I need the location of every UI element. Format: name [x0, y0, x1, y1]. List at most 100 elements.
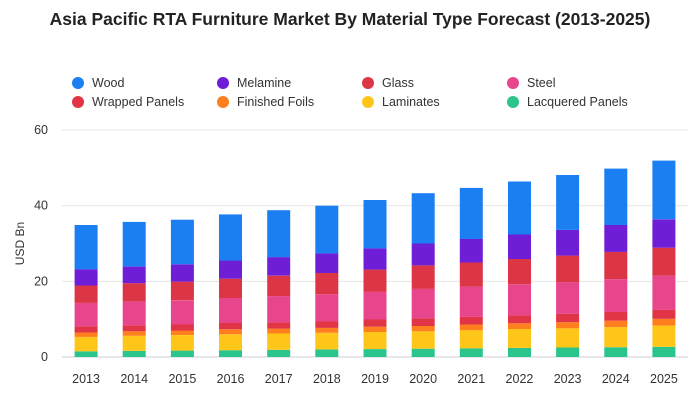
bar-segment — [604, 320, 628, 328]
bar-segment — [459, 324, 483, 331]
bar-segment — [315, 321, 339, 328]
bar-segment — [219, 298, 242, 323]
bar-segment — [604, 251, 628, 279]
x-tick-label: 2019 — [361, 372, 389, 386]
legend-label: Wood — [92, 76, 125, 90]
bar-segment — [122, 283, 146, 302]
y-axis-title: USD Bn — [13, 222, 27, 265]
bar-segment — [459, 348, 483, 357]
bar-segment — [556, 282, 580, 314]
legend-swatch — [72, 96, 84, 108]
bar-segment — [315, 253, 339, 273]
bar-segment — [74, 225, 98, 270]
legend-item[interactable]: Wrapped Panels — [72, 93, 184, 111]
bar-segment — [74, 336, 98, 352]
bar-segment — [363, 326, 387, 332]
legend-swatch — [217, 96, 229, 108]
bar-segment — [122, 221, 146, 267]
bar-segment — [459, 262, 483, 287]
bar-segment — [219, 350, 242, 357]
legend-label: Finished Foils — [237, 95, 315, 109]
bar-segment — [122, 335, 146, 351]
bar-segment — [363, 269, 387, 292]
bar-segment — [508, 181, 531, 235]
bar-segment — [652, 346, 676, 357]
bar-segment — [122, 325, 146, 332]
bar-segment — [74, 326, 98, 333]
bar-segment — [315, 349, 339, 357]
legend-item[interactable]: Laminates — [362, 93, 440, 111]
bar-segment — [170, 264, 194, 282]
bar-segment — [170, 330, 194, 335]
legend-swatch — [72, 77, 84, 89]
y-tick-label: 0 — [41, 350, 48, 364]
bar-segment — [604, 279, 628, 312]
bar-segment — [556, 175, 580, 230]
bar-segment — [652, 325, 676, 347]
bar-segment — [652, 247, 676, 276]
legend-item[interactable]: Melamine — [217, 74, 291, 92]
bar-segment — [74, 351, 98, 357]
bar-segment — [459, 239, 483, 263]
legend-item[interactable]: Steel — [507, 74, 556, 92]
bar-segment — [363, 248, 387, 270]
bar-segment — [652, 318, 676, 326]
bar-segment — [219, 214, 242, 261]
x-tick-label: 2013 — [72, 372, 100, 386]
x-tick-label: 2023 — [554, 372, 582, 386]
y-tick-label: 60 — [34, 123, 48, 137]
x-tick-label: 2020 — [409, 372, 437, 386]
bar-segment — [556, 229, 580, 256]
legend-label: Wrapped Panels — [92, 95, 185, 109]
bar-segment — [219, 329, 242, 335]
legend-item[interactable]: Finished Foils — [217, 93, 314, 111]
x-tick-label: 2017 — [265, 372, 293, 386]
legend-swatch — [362, 96, 374, 108]
legend-item[interactable]: Lacquered Panels — [507, 93, 628, 111]
bar-segment — [411, 348, 435, 357]
bar-segment — [315, 294, 339, 322]
bar-segment — [315, 273, 339, 295]
bar-segment — [459, 286, 483, 317]
bar-segment — [74, 302, 98, 327]
bar-segment — [315, 205, 339, 254]
bar-segment — [219, 278, 242, 298]
bar-segment — [508, 284, 531, 316]
bar-segment — [508, 315, 531, 324]
bar-segment — [122, 331, 146, 336]
bar-segment — [267, 296, 291, 323]
bar-segment — [170, 300, 194, 325]
bar-segment — [652, 160, 676, 220]
bar-segment — [508, 323, 531, 329]
bar-segment — [411, 265, 435, 289]
bar-segment — [508, 347, 531, 357]
bar-segment — [170, 335, 194, 351]
legend-swatch — [507, 77, 519, 89]
legend-swatch — [217, 77, 229, 89]
bar-segment — [459, 316, 483, 325]
bar-segment — [459, 187, 483, 239]
bar-segment — [122, 350, 146, 357]
x-tick-label: 2015 — [168, 372, 196, 386]
x-tick-label: 2025 — [650, 372, 678, 386]
bar-segment — [363, 200, 387, 249]
bar-segment — [556, 347, 580, 357]
legend-label: Melamine — [237, 76, 292, 90]
legend-item[interactable]: Wood — [72, 74, 124, 92]
legend-label: Steel — [527, 76, 556, 90]
bar-segment — [604, 168, 628, 225]
bar-segment — [219, 322, 242, 330]
bar-segment — [411, 331, 435, 349]
bar-segment — [604, 225, 628, 252]
bar-segment — [122, 266, 146, 284]
legend-label: Lacquered Panels — [527, 95, 628, 109]
x-tick-label: 2018 — [313, 372, 341, 386]
y-tick-label: 40 — [34, 199, 48, 213]
bar-segment — [267, 210, 291, 258]
legend-item[interactable]: Glass — [362, 74, 414, 92]
bar-segment — [556, 328, 580, 348]
bar-segment — [363, 291, 387, 320]
bar-segment — [652, 219, 676, 248]
bar-segment — [652, 309, 676, 319]
bar-segment — [411, 288, 435, 319]
